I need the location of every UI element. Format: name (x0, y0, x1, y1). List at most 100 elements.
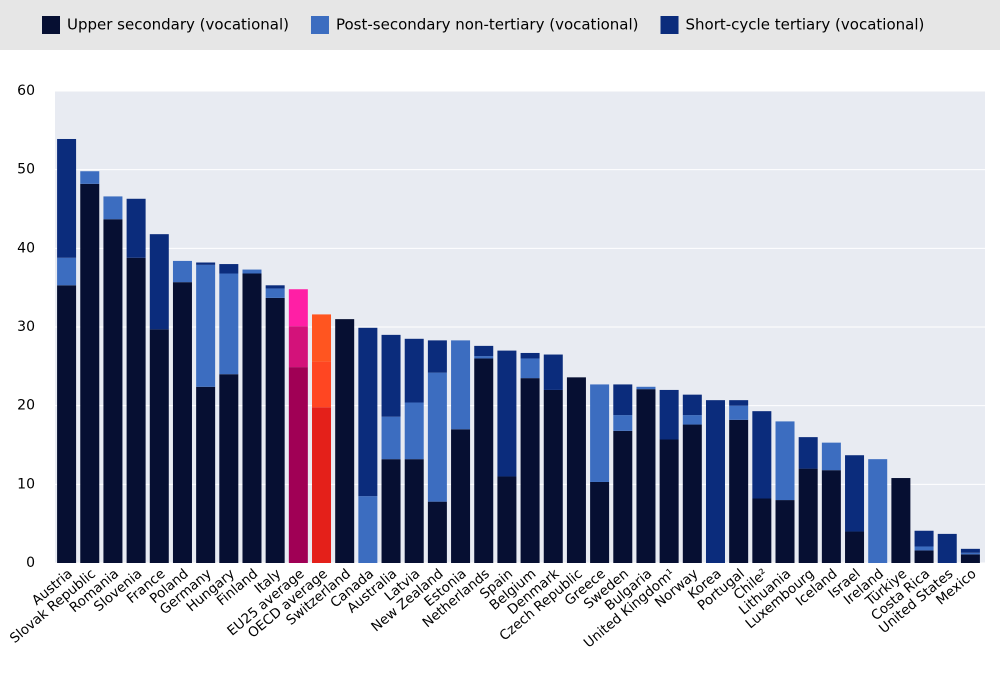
bar-segment (381, 459, 401, 563)
bar-segment (80, 183, 100, 563)
bar-segment (335, 319, 355, 563)
bar-segment (219, 374, 239, 563)
bar-segment (103, 196, 123, 220)
bar-segment (196, 386, 216, 563)
bar-segment (960, 552, 980, 555)
bar-segment (451, 340, 471, 430)
bar-segment (543, 354, 563, 390)
bar-segment (775, 421, 795, 501)
bar-segment (404, 338, 424, 403)
bar-segment (845, 455, 865, 532)
bar-segment (729, 405, 749, 420)
bar-segment (149, 329, 169, 563)
bar-segment (497, 350, 517, 477)
bar-segment (613, 415, 633, 431)
bar-segment (288, 289, 308, 327)
bar-segment (520, 358, 540, 379)
bar-segment (729, 400, 749, 406)
legend-swatch (660, 16, 679, 34)
bar-segment (172, 260, 192, 283)
legend-label: Short-cycle tertiary (vocational) (686, 16, 925, 34)
legend-label: Post-secondary non-tertiary (vocational) (336, 16, 639, 34)
bar-segment (312, 314, 332, 362)
bar-segment (288, 326, 308, 368)
bar-segment (57, 285, 77, 563)
bar-segment (196, 264, 216, 387)
y-tick-label: 50 (17, 162, 35, 178)
y-tick-label: 0 (26, 555, 35, 571)
bar-segment (126, 198, 146, 258)
bar-segment (172, 282, 192, 563)
bar-segment (729, 419, 749, 563)
bar-segment (474, 358, 494, 563)
bar-segment (265, 285, 285, 289)
bar-segment (149, 234, 169, 330)
bar-segment (705, 400, 725, 563)
bar-segment (960, 554, 980, 563)
bar-segment (914, 550, 934, 563)
bar-segment (404, 402, 424, 460)
bar-segment (613, 430, 633, 563)
bar-segment (381, 416, 401, 460)
y-tick-label: 20 (17, 398, 35, 414)
bar-segment (960, 548, 980, 553)
bar-segment (566, 377, 586, 563)
bar-segment (636, 389, 656, 563)
bar-segment (543, 389, 563, 563)
bar-segment (520, 352, 540, 359)
bar-segment (474, 356, 494, 359)
bar-segment (752, 411, 772, 499)
bar-segment (312, 361, 332, 408)
bar-segment (682, 415, 702, 425)
bar-segment (427, 501, 447, 563)
bar-segment (821, 470, 841, 563)
bar-segment (590, 481, 610, 563)
bar-segment (659, 439, 679, 563)
bar-segment (821, 442, 841, 471)
bar-segment (103, 219, 123, 563)
bar-segment (80, 171, 100, 184)
bar-segment (497, 476, 517, 563)
bar-segment (265, 288, 285, 298)
bar-segment (636, 386, 656, 390)
bar-segment (312, 407, 332, 563)
bar-segment (891, 478, 911, 563)
bar-segment (427, 372, 447, 502)
bar-segment (265, 297, 285, 563)
bar-segment (520, 378, 540, 563)
bar-segment (288, 367, 308, 563)
bar-segment (404, 459, 424, 563)
legend-swatch (42, 16, 60, 34)
bar-segment (914, 530, 934, 547)
bar-segment (868, 459, 888, 563)
y-tick-label: 10 (17, 476, 35, 492)
bar-segment (590, 384, 610, 482)
bar-segment (798, 468, 818, 563)
legend-background (0, 0, 1000, 50)
bar-segment (57, 138, 77, 258)
bar-segment (242, 273, 262, 563)
bar-segment (219, 273, 239, 375)
bar-segment (57, 257, 77, 286)
bar-segment (613, 384, 633, 416)
bar-segment (798, 437, 818, 469)
bar-segment (381, 334, 401, 417)
legend-label: Upper secondary (vocational) (67, 16, 289, 34)
bar-segment (126, 257, 146, 563)
bar-segment (219, 264, 239, 274)
bar-segment (358, 496, 378, 563)
bar-segment (775, 500, 795, 563)
legend-swatch (310, 16, 329, 34)
bar-segment (196, 262, 216, 265)
bar-segment (451, 429, 471, 563)
bar-segment (682, 424, 702, 563)
bar-segment (474, 345, 494, 357)
bar-segment (427, 340, 447, 373)
bar-segment (358, 327, 378, 497)
y-tick-label: 30 (17, 319, 35, 335)
bar-segment (242, 269, 262, 274)
bar-segment (937, 533, 957, 563)
bar-segment (659, 389, 679, 440)
bar-segment (682, 394, 702, 416)
